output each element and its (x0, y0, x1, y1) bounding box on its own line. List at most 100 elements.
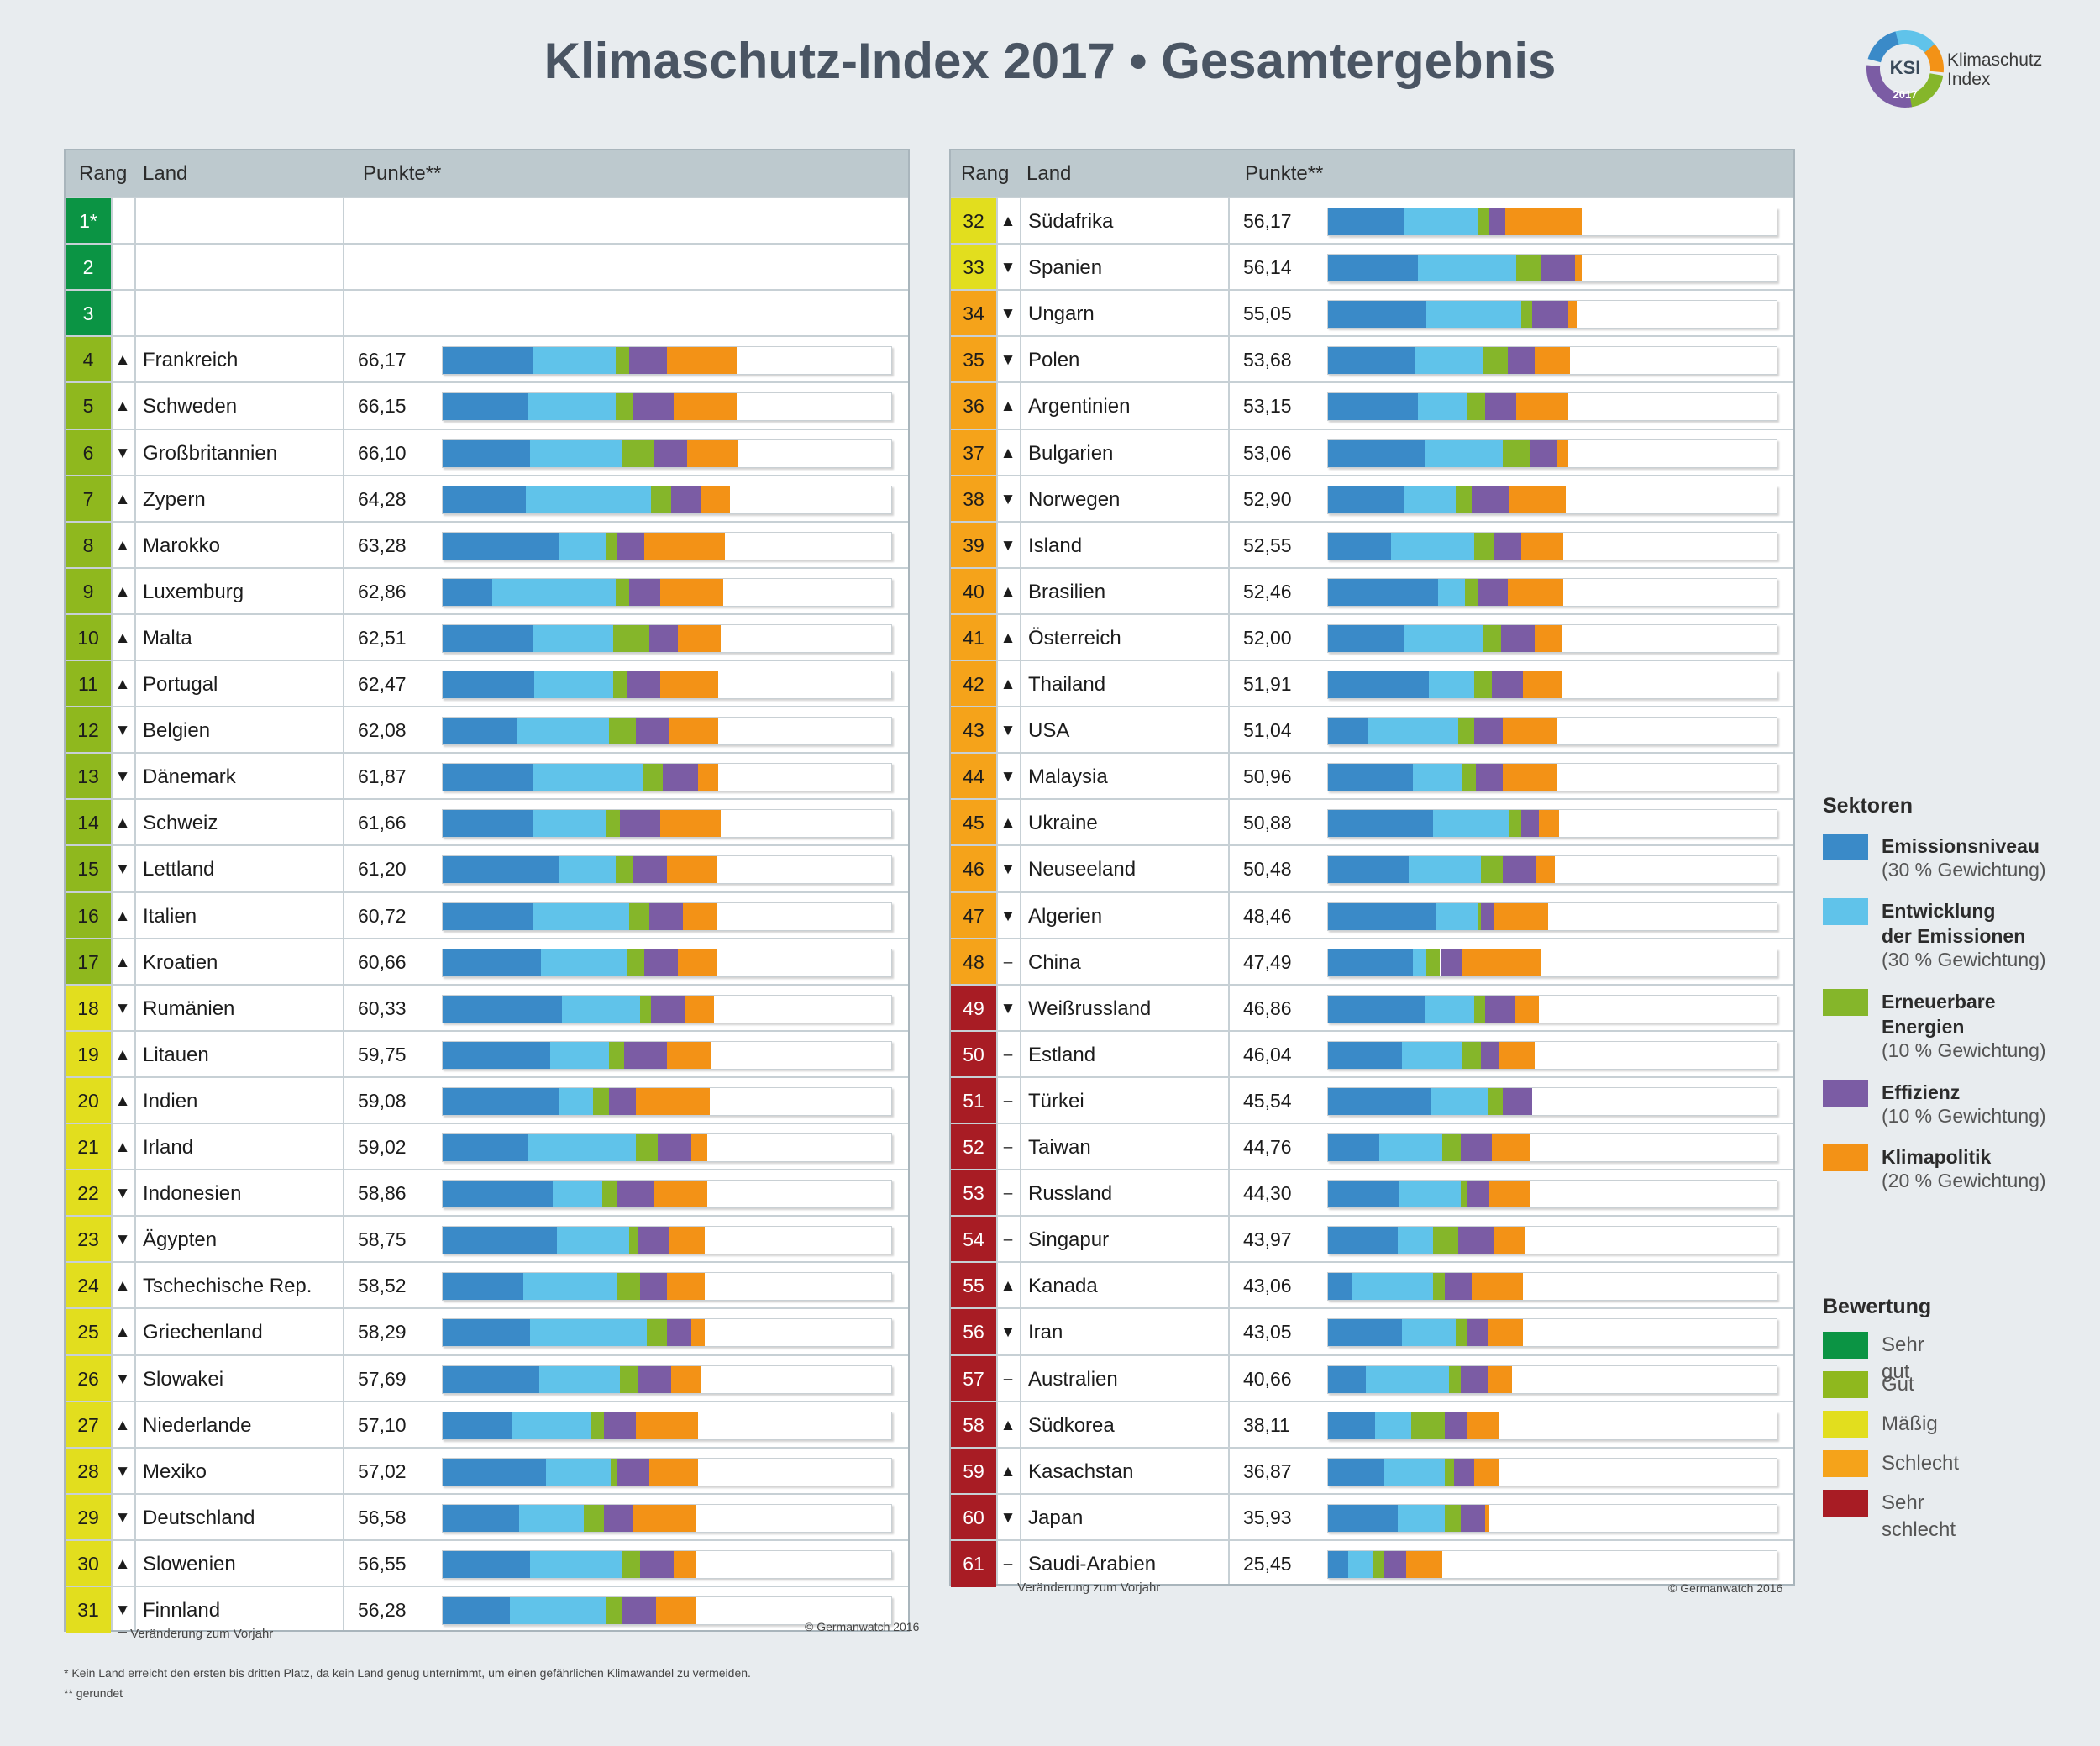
bar-segment-emissionsniveau (1328, 532, 1391, 560)
points-value: 66,15 (358, 395, 407, 418)
points-value: 60,72 (358, 904, 407, 927)
bar-segment-erneuerbare (1464, 578, 1478, 606)
ksi-logo-ring-icon: KSI 2017 (1866, 29, 1944, 108)
country-label: Rumänien (143, 997, 235, 1020)
table-row: 38 ▼ Norwegen 52,90 (951, 474, 1793, 523)
change-indicator: – (1003, 1370, 1013, 1388)
bar-segment-effizienz (648, 902, 683, 930)
score-bar (442, 1318, 892, 1348)
bar-segment-emissionsniveau (1328, 624, 1404, 652)
change-indicator: ▲ (114, 1139, 131, 1156)
legend-swatch (1823, 1490, 1868, 1517)
bar-segment-effizienz (1541, 255, 1575, 282)
country-label: Tschechische Rep. (143, 1275, 312, 1298)
country-label: Niederlande (143, 1413, 252, 1437)
bar-segment-klimapolitik (1536, 856, 1555, 884)
change-indicator: ▲ (114, 490, 131, 508)
rank-cell: 9 (66, 568, 111, 615)
country-label: Lettland (143, 858, 215, 881)
rank-cell: 38 (951, 476, 996, 523)
rank-cell: 45 (951, 800, 996, 847)
score-bar (442, 671, 892, 699)
page-title: Klimaschutz-Index 2017 • Gesamtergebnis (543, 33, 1557, 89)
change-indicator: ▼ (1000, 907, 1016, 925)
bar-segment-klimapolitik (1494, 902, 1548, 930)
bar-segment-emissionsniveau (443, 1087, 559, 1115)
score-bar (1327, 208, 1777, 236)
bar-segment-klimapolitik (674, 393, 737, 421)
bar-segment-emissionsniveau (443, 718, 517, 745)
table-row: 58 ▲ Südkorea 38,11 (951, 1400, 1793, 1449)
bar-segment-entwicklung (1417, 393, 1467, 421)
rank-cell: 40 (951, 568, 996, 615)
rank-cell: 32 (951, 198, 996, 245)
points-value: 51,91 (1243, 673, 1292, 695)
table-row: 11 ▲ Portugal 62,47 (66, 660, 908, 707)
rank-cell: 54 (951, 1217, 996, 1264)
rank-cell: 41 (951, 614, 996, 661)
bar-segment-effizienz (1484, 393, 1517, 421)
bar-segment-erneuerbare (639, 995, 652, 1023)
table-row: 36 ▲ Argentinien 53,15 (951, 381, 1793, 430)
country-label: Island (1028, 534, 1083, 557)
score-bar (1327, 1503, 1777, 1533)
bar-segment-effizienz (658, 1134, 692, 1161)
change-indicator: ▲ (1000, 1462, 1016, 1480)
bar-segment-erneuerbare (1473, 532, 1494, 560)
rank-cell: 47 (951, 892, 996, 939)
points-value: 62,86 (358, 580, 407, 602)
rank-cell: 49 (951, 985, 996, 1032)
points-value: 56,14 (1243, 256, 1292, 279)
country-label: China (1028, 950, 1081, 974)
bar-segment-effizienz (1471, 486, 1510, 513)
legend-swatch (1823, 1080, 1868, 1107)
change-indicator: ▲ (1000, 1416, 1016, 1434)
country-label: Kasachstan (1028, 1459, 1134, 1483)
change-indicator: – (1003, 953, 1013, 971)
table-row: 50– Estland 46,04 (951, 1029, 1793, 1078)
bar-segment-klimapolitik (659, 578, 723, 606)
bar-segment-effizienz (633, 393, 674, 421)
points-value: 58,52 (358, 1275, 407, 1297)
bar-segment-erneuerbare (608, 1041, 625, 1069)
bar-segment-erneuerbare (1487, 1087, 1504, 1115)
bar-segment-entwicklung (517, 718, 609, 745)
rank-cell: 39 (951, 522, 996, 569)
table-row: 27 ▲ Niederlande 57,10 (66, 1400, 908, 1449)
legend-rating-title: Bewertung (1823, 1295, 1932, 1318)
rank-cell: 10 (66, 614, 111, 661)
score-bar (442, 717, 892, 746)
bar-segment-erneuerbare (1442, 1134, 1461, 1161)
bar-segment-erneuerbare (1433, 1227, 1458, 1254)
bar-segment-entwicklung (523, 1273, 618, 1301)
bar-segment-entwicklung (1404, 486, 1457, 513)
bar-segment-emissionsniveau (1328, 718, 1369, 745)
bar-segment-emissionsniveau (1328, 347, 1416, 375)
score-bar (1327, 1411, 1777, 1440)
score-bar (1327, 485, 1777, 514)
bar-segment-entwicklung (512, 1412, 591, 1439)
bar-segment-entwicklung (561, 995, 640, 1023)
change-indicator: ▲ (114, 1277, 131, 1296)
bar-segment-effizienz (604, 1412, 636, 1439)
rank-cell: 11 (66, 661, 111, 707)
points-value: 64,28 (358, 487, 407, 510)
points-value: 48,46 (1243, 904, 1292, 927)
rank-cell: 37 (951, 429, 996, 476)
country-label: Australien (1028, 1367, 1118, 1391)
bar-segment-entwicklung (1413, 949, 1427, 976)
bar-segment-entwicklung (1431, 1087, 1488, 1115)
change-note-left: Veränderung zum Vorjahr (118, 1620, 273, 1641)
bar-segment-erneuerbare (1457, 718, 1474, 745)
bar-segment-klimapolitik (1520, 532, 1564, 560)
country-label: Singapur (1028, 1228, 1110, 1252)
country-label: Slowakei (143, 1367, 224, 1391)
score-bar (442, 623, 892, 653)
country-label: Großbritannien (143, 441, 278, 465)
bar-segment-klimapolitik (1516, 393, 1568, 421)
bar-segment-entwicklung (557, 1227, 629, 1254)
bar-segment-klimapolitik (635, 1412, 699, 1439)
bar-segment-effizienz (1460, 1365, 1488, 1393)
logo-name-line2: Index (1947, 70, 1991, 89)
bar-segment-entwicklung (1437, 578, 1465, 606)
